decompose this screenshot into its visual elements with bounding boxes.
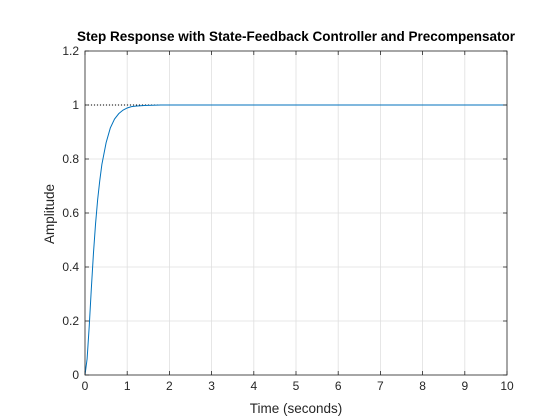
x-tick-label: 8 (419, 379, 426, 393)
y-tick-label: 1 (72, 98, 79, 112)
x-tick-label: 9 (461, 379, 468, 393)
x-tick-label: 4 (250, 379, 257, 393)
x-tick-label: 7 (377, 379, 384, 393)
x-tick-labels: 0 1 2 3 4 5 6 7 8 9 10 (82, 379, 514, 393)
chart-title: Step Response with State-Feedback Contro… (77, 29, 516, 44)
y-tick-label: 0 (72, 368, 79, 382)
tick-marks (84, 50, 508, 376)
x-tick-label: 5 (293, 379, 300, 393)
y-tick-label: 1.2 (62, 44, 79, 58)
y-tick-label: 0.2 (62, 314, 79, 328)
y-tick-label: 0.6 (62, 206, 79, 220)
y-tick-label: 0.4 (62, 260, 79, 274)
x-tick-label: 0 (82, 379, 89, 393)
y-tick-label: 0.8 (62, 152, 79, 166)
series-group (84, 104, 507, 376)
x-tick-label: 2 (166, 379, 173, 393)
x-tick-label: 10 (500, 379, 514, 393)
x-tick-label: 6 (335, 379, 342, 393)
step-response-line (84, 104, 507, 376)
x-tick-label: 3 (208, 379, 215, 393)
y-axis-label: Amplitude (42, 184, 57, 244)
y-tick-labels: 0 0.2 0.4 0.6 0.8 1 1.2 (62, 44, 79, 382)
x-tick-label: 1 (124, 379, 131, 393)
x-axis-label: Time (seconds) (250, 401, 343, 416)
